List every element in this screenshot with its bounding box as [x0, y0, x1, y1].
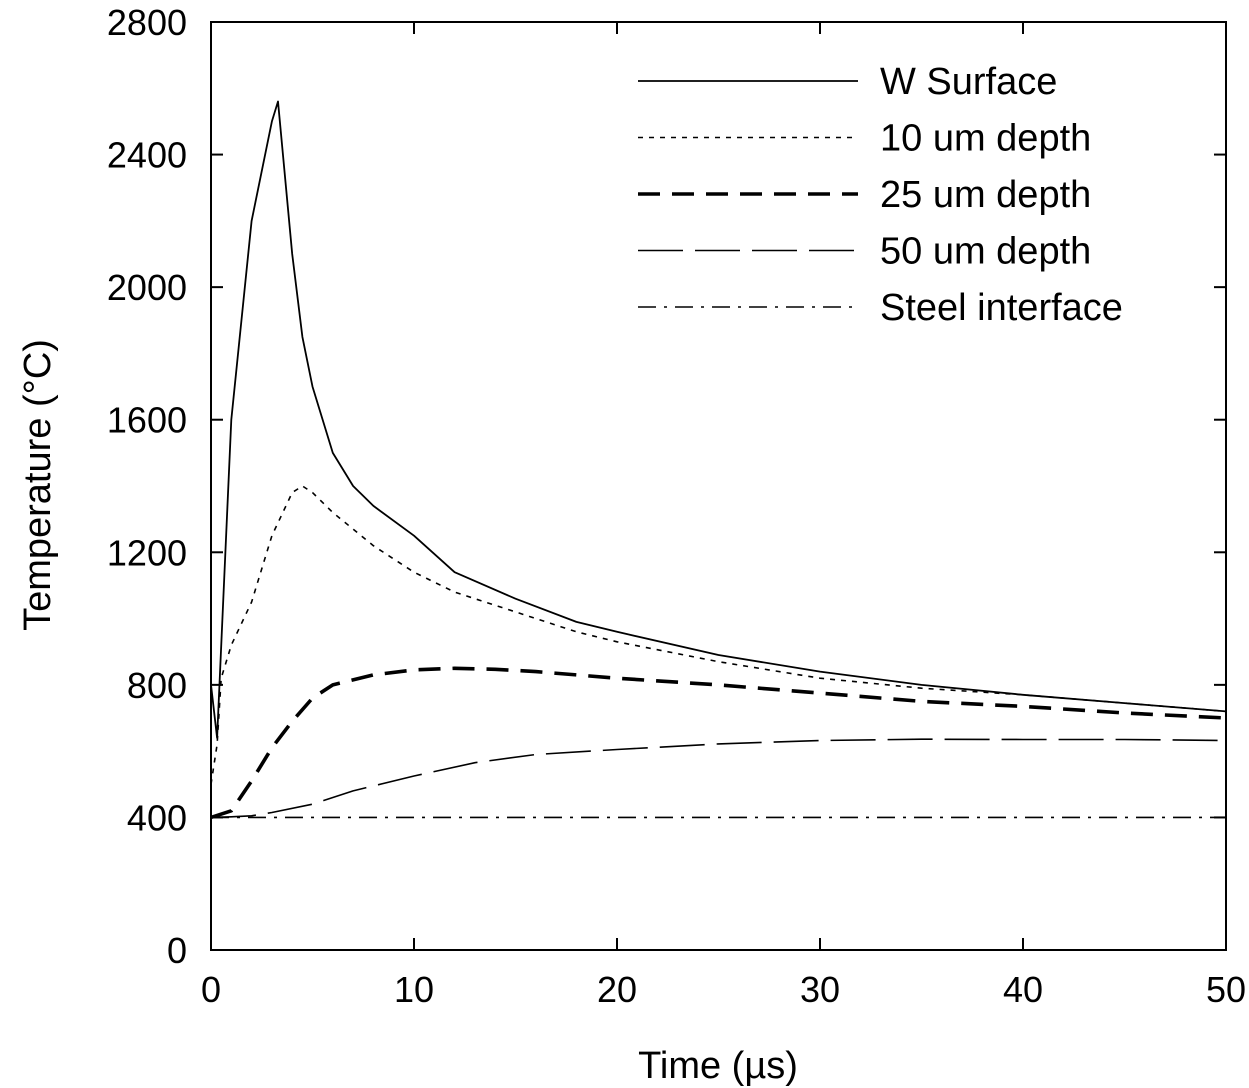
legend-label: 50 um depth [880, 231, 1091, 273]
x-tick-label: 40 [1003, 969, 1043, 1010]
y-tick-label: 400 [127, 797, 187, 838]
y-tick-label: 1200 [107, 532, 187, 573]
legend-label: W Surface [880, 61, 1057, 103]
y-tick-label: 0 [167, 930, 187, 971]
x-tick-label: 0 [201, 969, 221, 1010]
plot-border [210, 21, 1227, 951]
axis-ticks [210, 21, 1227, 951]
series-line-1 [210, 100, 1227, 739]
series-line-3 [210, 666, 1227, 820]
x-tick-label: 30 [800, 969, 840, 1010]
x-axis-title: Time (µs) [638, 1045, 798, 1087]
tick-labels: 0 10 20 30 40 50 0 400 800 1200 1600 2000 2400 2800 [107, 2, 1246, 1010]
y-tick-label: 800 [127, 665, 187, 706]
legend: W Surface 10 um depth 25 um depth 50 um dep… [638, 61, 1123, 329]
legend-label: Steel interface [880, 287, 1123, 329]
y-axis-title: Temperature (°C) [17, 339, 59, 631]
y-tick-label: 2000 [107, 267, 187, 308]
y-tick-label: 2800 [107, 2, 187, 43]
x-tick-label: 20 [597, 969, 637, 1010]
plot-frame [210, 21, 1227, 951]
legend-label: 25 um depth [880, 174, 1091, 216]
series-line-4 [210, 738, 1227, 819]
series-layer [210, 100, 1227, 820]
x-tick-label: 50 [1206, 969, 1246, 1010]
series-line-2 [210, 485, 1227, 785]
x-tick-label: 10 [394, 969, 434, 1010]
legend-label: 10 um depth [880, 118, 1091, 160]
y-tick-label: 1600 [107, 400, 187, 441]
y-tick-label: 2400 [107, 135, 187, 176]
